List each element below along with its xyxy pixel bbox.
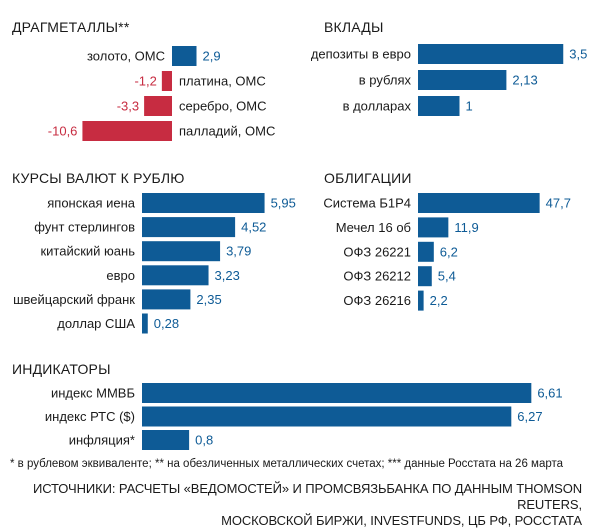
category-label: Мечел 16 об (336, 220, 411, 235)
bar-value-label: 1 (466, 99, 473, 114)
category-label: ОФЗ 26216 (343, 293, 411, 308)
bar-value-label: 0,8 (195, 433, 213, 448)
bar-value-label: 5,95 (271, 196, 296, 211)
bar (142, 217, 236, 238)
chart-title: КУРСЫ ВАЛЮТ К РУБЛЮ (12, 170, 185, 186)
bar-value-label: 47,7 (546, 196, 571, 211)
bar (418, 44, 564, 64)
chart-panel-3: КУРСЫ ВАЛЮТ К РУБЛЮ 5,95 японская иена 4,52… (12, 170, 296, 334)
bar-value-label: 3,23 (215, 268, 240, 283)
footnote: * в рублевом эквиваленте; ** на обезличе… (10, 458, 564, 470)
bar-value-label: 2,35 (196, 292, 221, 307)
bar (142, 383, 532, 403)
bar (418, 241, 434, 262)
bar (418, 290, 424, 311)
bar (418, 266, 432, 287)
bar-value-label: 4,52 (241, 220, 266, 235)
category-label: палладий, ОМС (179, 124, 275, 139)
bar-value-label: 6,2 (440, 244, 458, 259)
bar (418, 70, 507, 90)
category-label: ОФЗ 26221 (343, 244, 411, 259)
bar (142, 265, 209, 286)
bar-value-label: 2,9 (203, 49, 221, 64)
bar (418, 217, 449, 238)
bar-value-label: 6,27 (517, 409, 542, 424)
category-label: в долларах (343, 99, 412, 114)
category-label: евро (106, 268, 135, 283)
bar-value-label: -3,3 (117, 99, 139, 114)
chart-panel-1: ДРАГМЕТАЛЛЫ** 2,9 золото, ОМС -1,2 платина, … (12, 19, 275, 141)
chart-title: ВКЛАДЫ (324, 19, 384, 35)
category-label: инфляция* (69, 433, 135, 448)
category-label: депозиты в евро (311, 47, 411, 62)
category-label: платина, ОМС (179, 74, 266, 89)
bar (144, 96, 172, 116)
chart-panel-5: ИНДИКАТОРЫ 6,61 индекс ММВБ 6,27 индекс РТС … (12, 361, 563, 450)
bar (142, 430, 190, 450)
category-label: китайский юань (40, 244, 135, 259)
chart-title: ОБЛИГАЦИИ (324, 170, 412, 186)
category-label: золото, ОМС (87, 49, 165, 64)
category-label: японская иена (47, 196, 136, 211)
bar-value-label: 3,79 (226, 244, 251, 259)
category-label: индекс ММВБ (51, 386, 135, 401)
category-label: ОФЗ 26212 (343, 269, 411, 284)
bar-value-label: 11,9 (454, 220, 478, 235)
sources-line-2: МОСКОВСКОЙ БИРЖИ, INVESTFUNDS, ЦБ РФ, РО… (221, 513, 582, 528)
bar (172, 46, 197, 66)
bar (142, 289, 191, 310)
bar (82, 121, 172, 141)
chart-panel-4: ОБЛИГАЦИИ 47,7 Система Б1Р4 11,9 Мечел 16 об… (323, 170, 571, 311)
bar (142, 193, 265, 213)
category-label: в рублях (359, 73, 412, 88)
bar (161, 71, 172, 91)
bar-value-label: 6,61 (537, 386, 562, 401)
category-label: индекс РТС ($) (45, 409, 135, 424)
bar-value-label: 2,13 (512, 73, 537, 88)
chart-panel-2: ВКЛАДЫ 3,5 депозиты в евро 2,13 в рублях 1 в д… (311, 19, 587, 116)
chart-title: ДРАГМЕТАЛЛЫ** (12, 19, 130, 35)
bar-value-label: 2,2 (430, 293, 448, 308)
bar-value-label: 3,5 (569, 47, 587, 62)
bar-value-label: 0,28 (154, 316, 179, 331)
bar (142, 313, 148, 334)
bar-value-label: 5,4 (438, 269, 456, 284)
category-label: доллар США (57, 316, 135, 331)
chart-title: ИНДИКАТОРЫ (12, 361, 111, 377)
category-label: фунт стерлингов (34, 220, 135, 235)
sources-note: ИСТОЧНИКИ: РАСЧЕТЫ «ВЕДОМОСТЕЙ» И ПРОМСВ… (2, 481, 582, 529)
bar (142, 406, 512, 427)
bar (418, 193, 540, 213)
bar-value-label: -1,2 (134, 74, 156, 89)
bar (142, 241, 221, 262)
category-label: Система Б1Р4 (323, 196, 411, 211)
bar-value-label: -10,6 (48, 124, 78, 139)
category-label: серебро, ОМС (179, 99, 267, 114)
sources-line-1: ИСТОЧНИКИ: РАСЧЕТЫ «ВЕДОМОСТЕЙ» И ПРОМСВ… (32, 481, 582, 512)
bar-charts-figure: ДРАГМЕТАЛЛЫ** 2,9 золото, ОМС -1,2 платина, … (12, 19, 587, 450)
bar (418, 96, 460, 116)
category-label: швейцарский франк (13, 292, 135, 307)
